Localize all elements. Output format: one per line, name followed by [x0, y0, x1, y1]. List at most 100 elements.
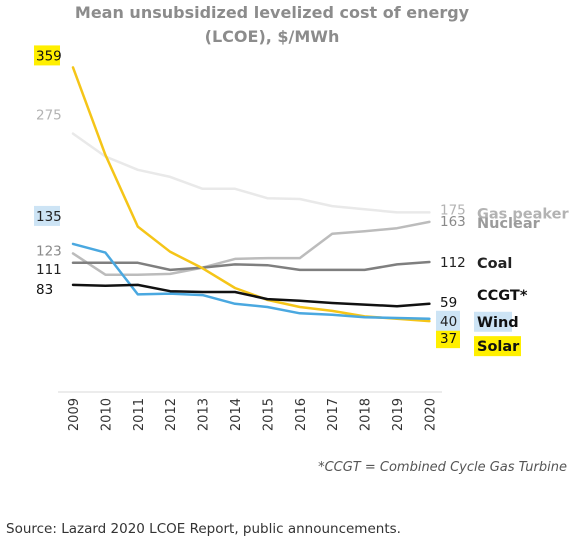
data-point-coal-2018	[363, 269, 366, 272]
data-point-coal-2012	[169, 269, 172, 272]
data-point-ccgt-2013	[201, 291, 204, 294]
end-value-highlight-solar	[436, 328, 460, 349]
x-tick-2017: 2017	[326, 398, 341, 431]
start-value-label-solar: 359	[36, 48, 62, 64]
data-point-gas-peaker-2016	[299, 198, 302, 201]
x-tick-2012: 2012	[164, 398, 179, 431]
data-point-coal-2019	[396, 263, 399, 266]
data-point-nuclear-2015	[266, 257, 269, 260]
chart-title-line-2: (LCOE), $/MWh	[205, 27, 340, 46]
data-point-gas-peaker-2012	[169, 176, 172, 179]
data-point-coal-2011	[137, 262, 140, 265]
start-value-label-wind: 135	[36, 209, 62, 225]
data-point-solar-2016	[299, 306, 302, 309]
data-point-nuclear-2020	[428, 221, 431, 224]
data-point-gas-peaker-2014	[234, 188, 237, 191]
x-tick-2015: 2015	[261, 398, 276, 431]
data-point-gas-peaker-2019	[396, 211, 399, 214]
x-tick-2009: 2009	[67, 398, 82, 431]
data-point-nuclear-2009	[72, 252, 75, 255]
series-name-highlight-wind	[474, 311, 512, 332]
chart-title-line-1: Mean unsubsidized levelized cost of ener…	[75, 3, 470, 22]
data-point-nuclear-2016	[299, 257, 302, 260]
data-point-solar-2010	[104, 154, 107, 157]
start-value-label-coal: 111	[36, 262, 62, 278]
data-point-nuclear-2018	[363, 230, 366, 233]
end-value-label-gas-peaker: 175	[440, 202, 466, 218]
data-point-gas-peaker-2018	[363, 208, 366, 211]
data-point-coal-2014	[234, 263, 237, 266]
end-value-label-coal: 112	[440, 255, 466, 271]
end-value-label-solar: 37	[440, 331, 457, 347]
data-point-solar-2012	[169, 251, 172, 254]
data-point-wind-2009	[72, 243, 75, 246]
series-line-coal	[71, 260, 431, 272]
data-point-gas-peaker-2011	[137, 169, 140, 172]
data-point-ccgt-2014	[234, 291, 237, 294]
end-value-label-ccgt: 59	[440, 295, 457, 311]
data-point-ccgt-2020	[428, 303, 431, 306]
data-point-coal-2009	[72, 262, 75, 265]
start-value-highlight-solar	[34, 45, 60, 66]
data-point-wind-2016	[299, 312, 302, 315]
data-point-nuclear-2019	[396, 227, 399, 230]
series-name-label-solar: Solar	[477, 339, 520, 355]
series-name-label-gas-peaker: Gas peaker	[477, 206, 569, 222]
end-value-label-wind: 40	[440, 314, 457, 330]
data-point-wind-2020	[428, 318, 431, 321]
data-point-wind-2013	[201, 294, 204, 297]
x-tick-2020: 2020	[423, 398, 438, 431]
x-tick-2013: 2013	[197, 398, 212, 431]
data-point-gas-peaker-2020	[428, 211, 431, 214]
x-tick-2019: 2019	[391, 398, 406, 431]
data-point-wind-2014	[234, 303, 237, 306]
data-point-gas-peaker-2015	[266, 197, 269, 200]
data-point-gas-peaker-2009	[72, 132, 75, 135]
data-point-ccgt-2018	[363, 303, 366, 306]
series-line-wind	[71, 242, 431, 321]
data-point-coal-2020	[428, 261, 431, 264]
series-line-nuclear	[71, 220, 431, 276]
data-point-nuclear-2011	[137, 273, 140, 276]
series-line-gas-peaker	[71, 132, 431, 214]
chart-source: Source: Lazard 2020 LCOE Report, public …	[6, 521, 401, 537]
data-point-wind-2010	[104, 251, 107, 254]
series-name-highlight-solar	[474, 336, 521, 357]
data-point-ccgt-2010	[104, 284, 107, 287]
start-value-label-gas-peaker: 275	[36, 108, 62, 124]
data-point-ccgt-2017	[331, 302, 334, 305]
end-value-highlight-wind	[436, 310, 460, 331]
data-point-wind-2011	[137, 293, 140, 296]
data-point-solar-2013	[201, 267, 204, 270]
data-point-solar-2009	[72, 66, 75, 69]
start-value-highlight-wind	[34, 205, 60, 226]
data-point-coal-2010	[104, 262, 107, 265]
series-name-label-ccgt: CCGT*	[477, 288, 528, 304]
x-tick-2016: 2016	[294, 398, 309, 431]
series-name-label-wind: Wind	[477, 315, 519, 331]
data-point-wind-2019	[396, 317, 399, 320]
data-point-coal-2016	[299, 269, 302, 272]
data-point-wind-2018	[363, 316, 366, 319]
data-point-nuclear-2012	[169, 273, 172, 276]
data-point-nuclear-2014	[234, 258, 237, 261]
data-point-ccgt-2009	[72, 284, 75, 287]
data-point-ccgt-2019	[396, 305, 399, 308]
data-point-ccgt-2015	[266, 298, 269, 301]
start-value-label-nuclear: 123	[36, 243, 62, 259]
data-point-solar-2014	[234, 287, 237, 290]
data-point-solar-2011	[137, 225, 140, 228]
chart-footnote: *CCGT = Combined Cycle Gas Turbine	[318, 460, 567, 475]
data-point-wind-2012	[169, 292, 172, 295]
x-tick-2014: 2014	[229, 398, 244, 431]
data-point-solar-2017	[331, 310, 334, 313]
data-point-wind-2017	[331, 314, 334, 317]
data-point-gas-peaker-2013	[201, 188, 204, 191]
data-point-coal-2015	[266, 264, 269, 267]
data-point-nuclear-2010	[104, 273, 107, 276]
x-tick-2011: 2011	[132, 398, 147, 431]
x-tick-2010: 2010	[99, 398, 114, 431]
x-tick-2018: 2018	[359, 398, 374, 431]
data-point-ccgt-2012	[169, 290, 172, 293]
start-value-label-ccgt: 83	[36, 282, 53, 298]
